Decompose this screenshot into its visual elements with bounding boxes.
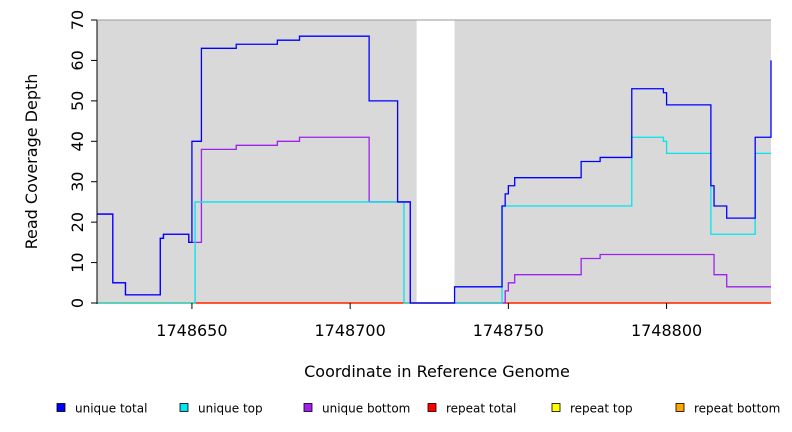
y-tick-label: 0 xyxy=(68,298,87,308)
legend-item-unique-total: unique total xyxy=(56,402,147,416)
legend-label: unique top xyxy=(198,402,263,416)
y-tick-label: 10 xyxy=(68,252,87,272)
axes xyxy=(96,19,771,304)
legend-label: unique bottom xyxy=(322,402,410,416)
gap-region xyxy=(416,20,455,303)
series-line-unique-top xyxy=(97,136,771,304)
x-tick-label: 1748700 xyxy=(315,321,386,340)
legend-swatch xyxy=(675,403,685,412)
legend-swatch xyxy=(427,403,437,412)
legend-swatch xyxy=(56,403,66,412)
y-tick-label: 50 xyxy=(68,91,87,111)
legend-swatch xyxy=(179,403,189,412)
x-tick-label: 1748800 xyxy=(631,321,702,340)
legend-item-repeat-top: repeat top xyxy=(551,402,633,416)
legend-swatch xyxy=(551,403,561,412)
x-tick-label: 1748750 xyxy=(473,321,544,340)
legend-label: repeat bottom xyxy=(694,402,780,416)
legend: unique total unique top unique bottom repea… xyxy=(56,402,780,416)
legend-label: repeat total xyxy=(446,402,516,416)
series-layer xyxy=(97,35,772,304)
y-tick-label: 70 xyxy=(68,10,87,30)
legend-item-repeat-total: repeat total xyxy=(427,402,516,416)
y-tick-label: 40 xyxy=(68,131,87,151)
y-tick-label: 20 xyxy=(68,212,87,232)
series-line-unique-total xyxy=(97,35,772,304)
legend-item-unique-top: unique top xyxy=(179,402,263,416)
legend-item-unique-bottom: unique bottom xyxy=(303,402,410,416)
legend-item-repeat-bottom: repeat bottom xyxy=(675,402,780,416)
legend-label: unique total xyxy=(75,402,147,416)
gap-regions xyxy=(416,20,455,303)
y-tick-label: 60 xyxy=(68,50,87,70)
y-axis-title: Read Coverage Depth xyxy=(22,74,41,250)
legend-label: repeat top xyxy=(570,402,633,416)
ticks: 1748650 1748700 1748750 1748800 0 10 20 30 40 50 6… xyxy=(68,10,702,340)
y-tick-label: 30 xyxy=(68,172,87,192)
legend-swatch xyxy=(303,403,313,412)
x-tick-label: 1748650 xyxy=(156,321,227,340)
x-axis-title: Coordinate in Reference Genome xyxy=(304,362,570,381)
